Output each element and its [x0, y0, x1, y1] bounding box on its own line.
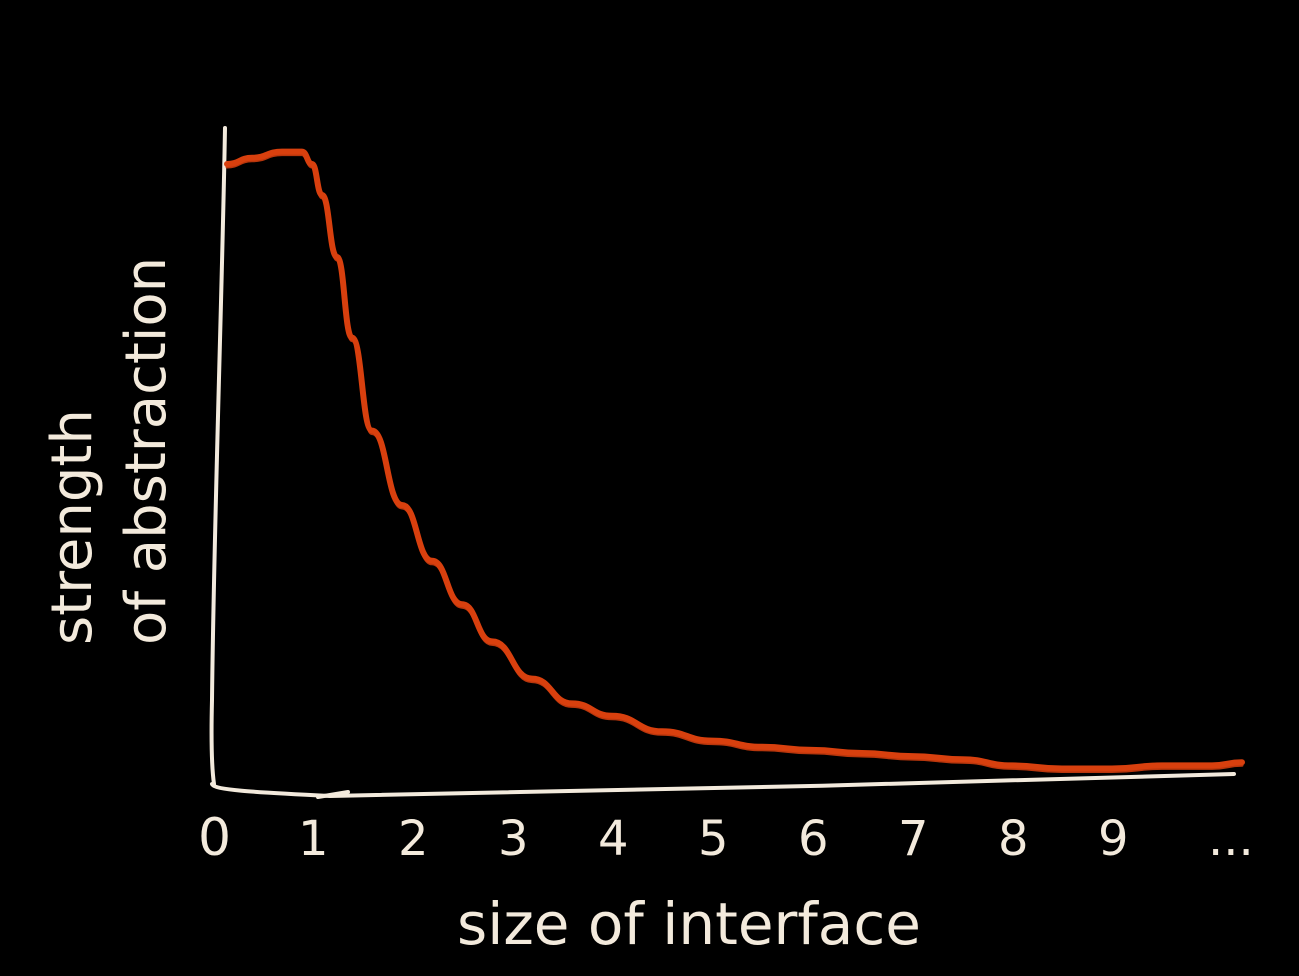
- y-axis-label-line-2: of abstraction: [114, 257, 179, 645]
- y-axis-label: strength of abstraction: [40, 257, 179, 645]
- x-axis: [210, 772, 1236, 799]
- x-tick-label-2: 2: [398, 811, 429, 867]
- x-tick-label-7: 7: [898, 811, 929, 867]
- x-tick-label-4: 4: [598, 811, 629, 867]
- x-tick-label-5: 5: [698, 811, 729, 867]
- y-axis: [209, 126, 227, 786]
- x-axis-mark: [316, 790, 350, 799]
- x-tick-label-6: 6: [798, 811, 829, 867]
- x-tick-label-0: 0: [198, 808, 231, 868]
- series-line: [224, 148, 1245, 772]
- x-tick-labels: 0 1 2 3 4 5 6 7 8 9 ...: [198, 808, 1254, 868]
- x-tick-label-9: 9: [1098, 811, 1129, 867]
- x-tick-label-8: 8: [998, 811, 1029, 867]
- y-axis-label-line-1: strength: [40, 409, 105, 645]
- x-tick-label-ellipsis: ...: [1208, 811, 1254, 867]
- x-tick-label-1: 1: [298, 811, 329, 867]
- x-tick-label-3: 3: [498, 811, 529, 867]
- x-axis-label: size of interface: [457, 890, 921, 958]
- series-line-overstroke: [225, 153, 1244, 774]
